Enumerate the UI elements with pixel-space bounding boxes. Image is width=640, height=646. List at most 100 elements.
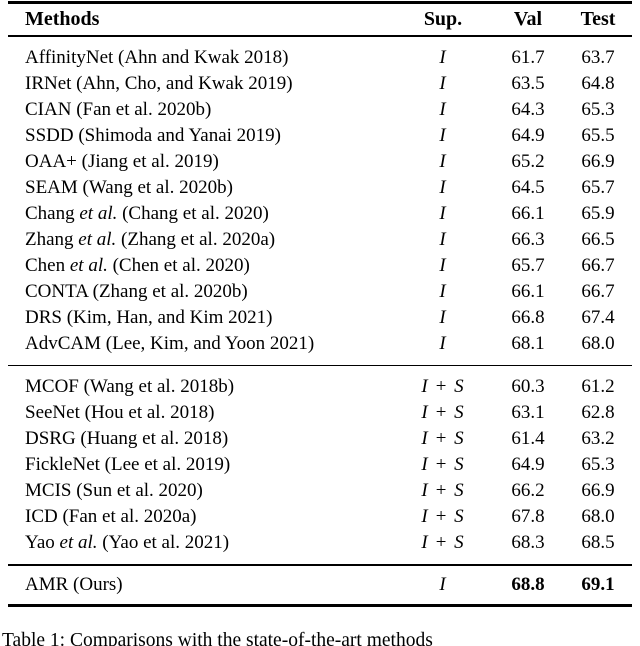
- method-cell: AffinityNet (Ahn and Kwak 2018): [8, 47, 394, 69]
- method-cell: MCIS (Sun et al. 2020): [8, 480, 394, 502]
- val-score-cell: 65.7: [511, 255, 545, 276]
- val-score-cell: 60.3: [511, 376, 545, 398]
- method-cell: SEAM (Wang et al. 2020b): [8, 177, 394, 199]
- table-row: ICD (Fan et al. 2020a) I + S 67.8 68.0: [8, 504, 632, 530]
- method-text: (Zhang et al. 2020a): [116, 229, 276, 250]
- table-row: DRS (Kim, Han, and Kim 2021) I 66.8 67.4: [8, 305, 632, 331]
- val-score-cell: 66.3: [511, 229, 545, 250]
- val-score-cell: 66.1: [511, 281, 545, 302]
- method-text: AMR (Ours): [25, 574, 123, 596]
- table-caption: Table 1: Comparisons with the state-of-t…: [2, 630, 433, 646]
- val-score-cell: 61.7: [511, 47, 545, 68]
- supervision-cell: I: [439, 255, 447, 276]
- method-text: AdvCAM (Lee, Kim, and Yoon 2021): [25, 333, 315, 354]
- test-score-cell: 69.1: [581, 574, 615, 596]
- method-text: Chang: [25, 203, 80, 224]
- test-score-cell: 63.2: [581, 428, 615, 450]
- test-score-cell: 65.3: [581, 99, 615, 120]
- test-score-cell: 62.8: [581, 402, 615, 424]
- test-score-cell: 66.5: [581, 229, 615, 250]
- method-etal-italic: et al.: [69, 255, 108, 276]
- method-etal-italic: et al.: [78, 229, 117, 250]
- method-etal-italic: et al.: [59, 532, 98, 554]
- supervision-cell: I: [439, 281, 447, 302]
- supervision-cell: I: [439, 574, 447, 596]
- method-text: OAA+ (Jiang et al. 2019): [25, 151, 219, 172]
- supervision-cell: I: [439, 333, 447, 354]
- method-text: (Chang et al. 2020): [117, 203, 269, 224]
- table-row: AMR (Ours) I 68.8 69.1: [8, 572, 632, 598]
- table-row: Chen et al. (Chen et al. 2020) I 65.7 66.7: [8, 253, 632, 279]
- table-row: MCOF (Wang et al. 2018b) I + S 60.3 61.2: [8, 374, 632, 400]
- table-row: Chang et al. (Chang et al. 2020) I 66.1 65.…: [8, 201, 632, 227]
- column-header-test: Test: [580, 8, 616, 30]
- test-score-cell: 68.0: [581, 506, 615, 528]
- supervision-cell: I + S: [421, 532, 465, 554]
- test-score-cell: 68.5: [581, 532, 615, 554]
- test-score-cell: 65.7: [581, 177, 615, 198]
- test-score-cell: 63.7: [581, 47, 615, 68]
- method-cell: ICD (Fan et al. 2020a): [8, 506, 394, 528]
- method-cell: FickleNet (Lee et al. 2019): [8, 454, 394, 476]
- val-score-cell: 63.1: [511, 402, 545, 424]
- method-text: IRNet (Ahn, Cho, and Kwak 2019): [25, 73, 293, 94]
- supervision-cell: I: [439, 151, 447, 172]
- table-row: SSDD (Shimoda and Yanai 2019) I 64.9 65.5: [8, 123, 632, 149]
- table-group-ours: AMR (Ours) I 68.8 69.1: [8, 566, 632, 604]
- method-cell: Zhang et al. (Zhang et al. 2020a): [8, 229, 394, 251]
- method-text: FickleNet (Lee et al. 2019): [25, 454, 231, 476]
- val-score-cell: 64.9: [511, 454, 545, 476]
- test-score-cell: 66.9: [581, 151, 615, 172]
- table-row: AdvCAM (Lee, Kim, and Yoon 2021) I 68.1 68.…: [8, 331, 632, 357]
- table-row: CIAN (Fan et al. 2020b) I 64.3 65.3: [8, 97, 632, 123]
- table-group-image-supervision: AffinityNet (Ahn and Kwak 2018) I 61.7 63.7…: [8, 37, 632, 365]
- method-text: Chen: [25, 255, 70, 276]
- table-row: Yao et al. (Yao et al. 2021) I + S 68.3 68.…: [8, 530, 632, 556]
- table-row: AffinityNet (Ahn and Kwak 2018) I 61.7 63.7: [8, 45, 632, 71]
- column-header-methods: Methods: [25, 8, 100, 30]
- val-score-cell: 67.8: [511, 506, 545, 528]
- supervision-cell: I: [439, 125, 447, 146]
- supervision-cell: I: [439, 229, 447, 250]
- method-cell: CONTA (Zhang et al. 2020b): [8, 281, 394, 303]
- method-text: AffinityNet (Ahn and Kwak 2018): [25, 47, 289, 68]
- val-score-cell: 68.3: [511, 532, 545, 554]
- val-score-cell: 64.9: [511, 125, 545, 146]
- table-rule-top: [8, 1, 632, 4]
- method-text: MCIS (Sun et al. 2020): [25, 480, 203, 502]
- method-text: MCOF (Wang et al. 2018b): [25, 376, 235, 398]
- val-score-cell: 68.1: [511, 333, 545, 354]
- val-score-cell: 61.4: [511, 428, 545, 450]
- supervision-cell: I: [439, 203, 447, 224]
- method-cell: Chen et al. (Chen et al. 2020): [8, 255, 394, 277]
- method-cell: Yao et al. (Yao et al. 2021): [8, 532, 394, 554]
- method-text: ICD (Fan et al. 2020a): [25, 506, 197, 528]
- method-cell: CIAN (Fan et al. 2020b): [8, 99, 394, 121]
- table-header-row: Methods Sup. Val Test: [8, 4, 632, 35]
- table-row: IRNet (Ahn, Cho, and Kwak 2019) I 63.5 64.8: [8, 71, 632, 97]
- table-row: CONTA (Zhang et al. 2020b) I 66.1 66.7: [8, 279, 632, 305]
- method-text: Zhang: [25, 229, 79, 250]
- test-score-cell: 61.2: [581, 376, 615, 398]
- val-score-cell: 68.8: [511, 574, 545, 596]
- column-header-val: Val: [513, 8, 543, 30]
- method-text: DRS (Kim, Han, and Kim 2021): [25, 307, 273, 328]
- method-cell: SSDD (Shimoda and Yanai 2019): [8, 125, 394, 147]
- method-etal-italic: et al.: [79, 203, 118, 224]
- val-score-cell: 64.5: [511, 177, 545, 198]
- method-cell: DRS (Kim, Han, and Kim 2021): [8, 307, 394, 329]
- supervision-cell: I: [439, 47, 447, 68]
- method-cell: AMR (Ours): [8, 574, 394, 596]
- supervision-cell: I + S: [421, 480, 465, 502]
- supervision-cell: I: [439, 73, 447, 94]
- table-rule-pre-ours: [8, 564, 632, 567]
- supervision-cell: I: [439, 177, 447, 198]
- supervision-cell: I + S: [421, 428, 465, 450]
- val-score-cell: 66.2: [511, 480, 545, 502]
- test-score-cell: 66.7: [581, 255, 615, 276]
- test-score-cell: 68.0: [581, 333, 615, 354]
- method-text: SeeNet (Hou et al. 2018): [25, 402, 215, 424]
- val-score-cell: 65.2: [511, 151, 545, 172]
- supervision-cell: I + S: [421, 506, 465, 528]
- test-score-cell: 65.3: [581, 454, 615, 476]
